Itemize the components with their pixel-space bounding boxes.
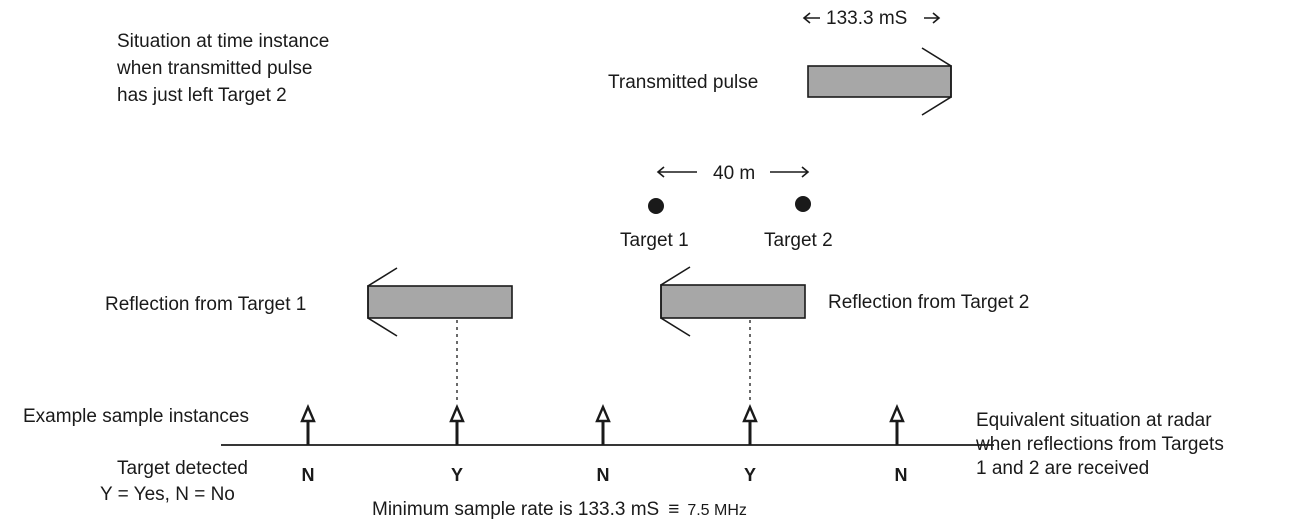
sample-marker bbox=[300, 403, 316, 445]
sample-marker bbox=[449, 403, 465, 445]
target-2-dot bbox=[795, 196, 811, 212]
transmitted-pulse-bar bbox=[807, 65, 952, 98]
min-sample-rate-caption: Minimum sample rate is 133.3 mS ≡ 7.5 MHz bbox=[372, 499, 747, 520]
sample-marker bbox=[889, 403, 905, 445]
reflection-1-wavefront bbox=[367, 267, 398, 337]
detection-result: N bbox=[302, 465, 315, 485]
sample-arrow-icon bbox=[595, 403, 611, 423]
transmitted-pulse-wavefront bbox=[921, 47, 952, 116]
reflection-2-pulse bbox=[660, 266, 806, 337]
sample-marker bbox=[742, 403, 758, 445]
reflection-1-label: Reflection from Target 1 bbox=[105, 294, 306, 315]
target-1-dot bbox=[648, 198, 664, 214]
equivalence-symbol: ≡ bbox=[668, 499, 679, 520]
right-arrow-icon bbox=[924, 12, 941, 24]
target-2: Target 2 bbox=[764, 196, 833, 251]
left-arrow-icon bbox=[656, 166, 697, 178]
situation-note-line-1: Situation at time instance bbox=[117, 31, 329, 52]
target-2-label: Target 2 bbox=[764, 230, 833, 251]
separation-dimension: 40 m bbox=[656, 163, 810, 184]
situation-note-line-2: when transmitted pulse bbox=[116, 58, 312, 79]
situation-note: Situation at time instance when transmit… bbox=[116, 31, 329, 106]
detection-legend: Y = Yes, N = No bbox=[100, 484, 235, 505]
left-arrow-icon bbox=[802, 12, 820, 24]
min-sample-rate-value: 7.5 MHz bbox=[687, 502, 747, 519]
pulse-width-label: 133.3 mS bbox=[826, 8, 907, 29]
min-sample-rate-label: Minimum sample rate is 133.3 mS bbox=[372, 499, 659, 520]
target-1: Target 1 bbox=[620, 198, 689, 251]
separation-label: 40 m bbox=[713, 163, 755, 184]
pulse-width-dimension: 133.3 mS bbox=[802, 8, 941, 29]
sample-arrow-icon bbox=[889, 403, 905, 423]
reflection-2-bar bbox=[660, 284, 806, 319]
right-arrow-icon bbox=[770, 166, 810, 178]
detection-result: N bbox=[895, 465, 908, 485]
equivalent-note-line-1: Equivalent situation at radar bbox=[976, 410, 1212, 431]
detection-result: Y bbox=[744, 465, 756, 485]
detection-result: Y bbox=[451, 465, 463, 485]
target-1-label: Target 1 bbox=[620, 230, 689, 251]
situation-note-line-3: has just left Target 2 bbox=[117, 85, 287, 106]
reflection-2-label: Reflection from Target 2 bbox=[828, 292, 1029, 313]
equivalent-note-line-3: 1 and 2 are received bbox=[976, 458, 1149, 479]
sample-arrow-icon bbox=[449, 403, 465, 423]
sample-marker bbox=[595, 403, 611, 445]
transmitted-pulse bbox=[807, 47, 952, 116]
equivalent-situation-note: Equivalent situation at radar when refle… bbox=[975, 410, 1224, 479]
reflection-1-bar bbox=[367, 285, 513, 319]
reflection-2-wavefront bbox=[660, 266, 691, 337]
reflection-1-pulse bbox=[367, 267, 513, 337]
sample-instances-label: Example sample instances bbox=[23, 406, 249, 427]
equivalent-note-line-2: when reflections from Targets bbox=[975, 434, 1224, 455]
target-detected-label: Target detected bbox=[117, 458, 248, 479]
sample-arrow-icon bbox=[300, 403, 316, 423]
sample-arrow-icon bbox=[742, 403, 758, 423]
detection-result: N bbox=[597, 465, 610, 485]
transmitted-pulse-label: Transmitted pulse bbox=[608, 72, 758, 93]
